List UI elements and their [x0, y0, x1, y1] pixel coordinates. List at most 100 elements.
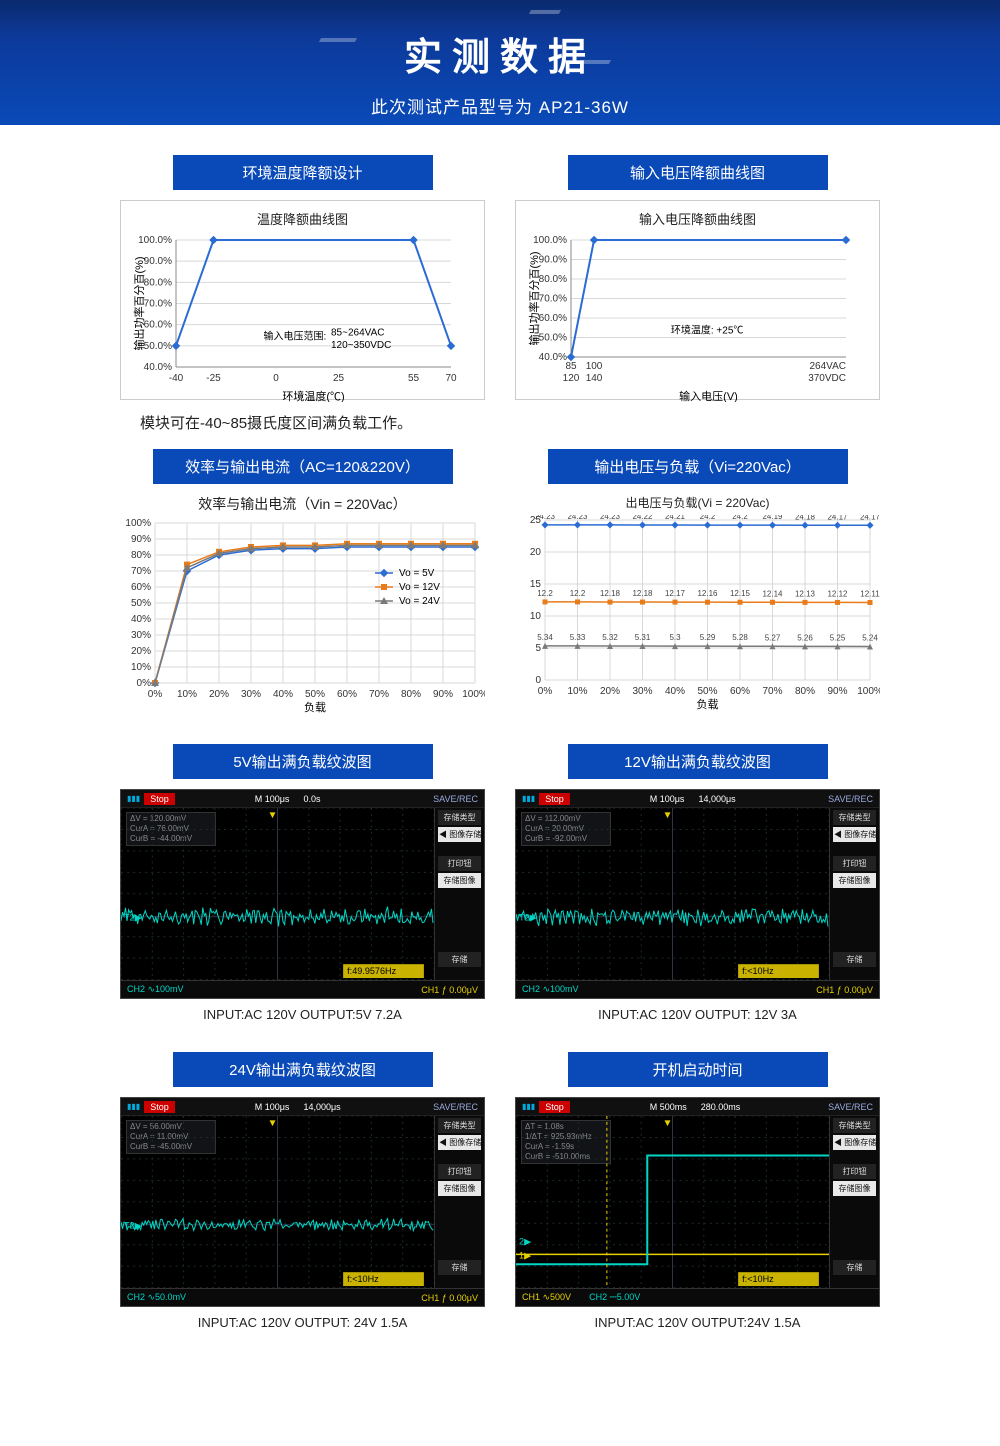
svg-text:5.24: 5.24 [862, 633, 878, 642]
svg-text:24.22: 24.22 [632, 515, 653, 521]
input-derating-svg: 40.0%50.0%60.0%70.0%80.0%90.0%100.0%8510… [526, 232, 856, 402]
caption-temp-range: 模块可在-40~85摄氏度区间满负载工作。 [140, 412, 880, 433]
svg-text:▼: ▼ [267, 1118, 277, 1129]
scope-5v: ▮▮▮ Stop M 100μs 0.0s SAVE/REC ΔV = 120.… [120, 789, 485, 999]
svg-text:输入电压范围:: 输入电压范围: [264, 329, 327, 342]
scope-stop-badge: Stop [144, 793, 175, 805]
section-tab-temp-derating: 环境温度降额设计 [173, 155, 433, 190]
scope-24v: ▮▮▮ Stop M 100μs 14,000μs SAVE/REC ΔV = … [120, 1097, 485, 1307]
svg-text:100%: 100% [125, 518, 151, 529]
section-tab-startup: 开机启动时间 [568, 1052, 828, 1087]
svg-text:1▶: 1▶ [519, 1250, 531, 1260]
svg-text:10: 10 [530, 611, 542, 622]
svg-text:负载: 负载 [304, 700, 326, 714]
svg-text:5.28: 5.28 [732, 633, 748, 642]
svg-text:T2▶: T2▶ [124, 1221, 142, 1231]
svg-text:-25: -25 [206, 373, 221, 384]
svg-text:60%: 60% [337, 689, 357, 700]
chart-efficiency: 效率与输出电流（Vin = 220Vac） 0%10%20%30%40%50%6… [120, 494, 485, 714]
svg-text:12.2: 12.2 [570, 589, 586, 598]
svg-text:70: 70 [445, 373, 457, 384]
svg-text:12.18: 12.18 [600, 589, 621, 598]
svg-text:85: 85 [565, 361, 577, 372]
svg-text:Vo = 24V: Vo = 24V [399, 596, 440, 607]
svg-text:f:<10Hz: f:<10Hz [742, 966, 774, 976]
svg-text:80.0%: 80.0% [539, 274, 567, 285]
svg-text:5.33: 5.33 [570, 633, 586, 642]
svg-text:100.0%: 100.0% [138, 235, 172, 246]
svg-text:5.26: 5.26 [797, 633, 813, 642]
svg-text:5.29: 5.29 [700, 633, 716, 642]
section-tab-ripple-5v: 5V输出满负载纹波图 [173, 744, 433, 779]
svg-text:0: 0 [535, 675, 541, 686]
svg-text:24.21: 24.21 [665, 515, 686, 521]
svg-text:24.2: 24.2 [700, 515, 716, 521]
temp-derating-svg: 40.0%50.0%60.0%70.0%80.0%90.0%100.0%-40-… [131, 232, 461, 402]
svg-text:24.23: 24.23 [567, 515, 588, 521]
svg-text:70%: 70% [762, 686, 782, 697]
svg-text:90%: 90% [827, 686, 847, 697]
svg-text:5: 5 [535, 643, 541, 654]
svg-text:5.34: 5.34 [537, 633, 553, 642]
svg-text:40%: 40% [665, 686, 685, 697]
svg-text:12.15: 12.15 [730, 589, 751, 598]
svg-text:90%: 90% [131, 534, 151, 545]
chart-title: 输入电压降额曲线图 [526, 209, 869, 228]
svg-text:80%: 80% [131, 550, 151, 561]
svg-text:85~264VAC: 85~264VAC [331, 327, 384, 338]
svg-text:5.31: 5.31 [635, 633, 651, 642]
svg-text:50%: 50% [697, 686, 717, 697]
svg-text:0%: 0% [137, 678, 152, 689]
svg-text:24.19: 24.19 [762, 515, 783, 521]
svg-text:60%: 60% [730, 686, 750, 697]
svg-text:5.27: 5.27 [765, 633, 781, 642]
svg-text:90.0%: 90.0% [144, 256, 172, 267]
svg-text:100%: 100% [857, 686, 880, 697]
vout-load-svg: 05101520250%10%20%30%40%50%60%70%80%90%1… [515, 515, 880, 715]
section-tab-efficiency: 效率与输出电流（AC=120&220V） [153, 449, 453, 484]
svg-text:12.17: 12.17 [665, 589, 686, 598]
svg-text:70.0%: 70.0% [144, 299, 172, 310]
svg-text:12.12: 12.12 [827, 589, 848, 598]
chart-title: 出电压与负载(Vi = 220Vac) [515, 494, 880, 511]
svg-text:80%: 80% [401, 689, 421, 700]
svg-text:70%: 70% [131, 566, 151, 577]
svg-text:140: 140 [586, 373, 603, 384]
svg-text:12.2: 12.2 [537, 589, 553, 598]
svg-text:50.0%: 50.0% [144, 341, 172, 352]
svg-text:40.0%: 40.0% [539, 352, 567, 363]
svg-text:输入电压(V): 输入电压(V) [679, 389, 738, 402]
scope-stop-badge: Stop [539, 1101, 570, 1113]
chart-input-derating: 输入电压降额曲线图 40.0%50.0%60.0%70.0%80.0%90.0%… [515, 200, 880, 400]
svg-text:264VAC: 264VAC [809, 361, 846, 372]
svg-text:12.11: 12.11 [860, 589, 880, 598]
svg-text:10%: 10% [131, 662, 151, 673]
svg-text:20%: 20% [600, 686, 620, 697]
svg-text:12.16: 12.16 [697, 589, 718, 598]
svg-text:40%: 40% [273, 689, 293, 700]
svg-text:55: 55 [408, 373, 420, 384]
svg-text:Vo = 5V: Vo = 5V [399, 568, 435, 579]
scope-sidebar: 存储类型 ◀ 图像存储 打印钮 存储图像 存储 [829, 808, 879, 980]
svg-text:24.17: 24.17 [827, 515, 848, 521]
scope-caption-12v: INPUT:AC 120V OUTPUT: 12V 3A [515, 1007, 880, 1022]
svg-text:12.13: 12.13 [795, 589, 816, 598]
svg-text:120~350VDC: 120~350VDC [331, 340, 391, 351]
svg-text:30%: 30% [632, 686, 652, 697]
svg-text:▼: ▼ [662, 810, 672, 821]
svg-text:24.23: 24.23 [535, 515, 556, 521]
svg-text:24.18: 24.18 [795, 515, 816, 521]
svg-text:输出功率百分百(%): 输出功率百分百(%) [527, 251, 541, 345]
header-banner: 实测数据 此次测试产品型号为 AP21-36W [0, 0, 1000, 125]
svg-text:20%: 20% [131, 646, 151, 657]
svg-text:T2▶: T2▶ [519, 913, 537, 923]
scope-sidebar: 存储类型 ◀ 图像存储 打印钮 存储图像 存储 [434, 1116, 484, 1288]
scope-sidebar: 存储类型 ◀ 图像存储 打印钮 存储图像 存储 [434, 808, 484, 980]
scope-caption-5v: INPUT:AC 120V OUTPUT:5V 7.2A [120, 1007, 485, 1022]
scope-caption-startup: INPUT:AC 120V OUTPUT:24V 1.5A [515, 1315, 880, 1330]
svg-text:80%: 80% [795, 686, 815, 697]
svg-text:0%: 0% [148, 689, 163, 700]
scope-12v: ▮▮▮ Stop M 100μs 14,000μs SAVE/REC ΔV = … [515, 789, 880, 999]
svg-text:60%: 60% [131, 582, 151, 593]
svg-text:40%: 40% [131, 614, 151, 625]
